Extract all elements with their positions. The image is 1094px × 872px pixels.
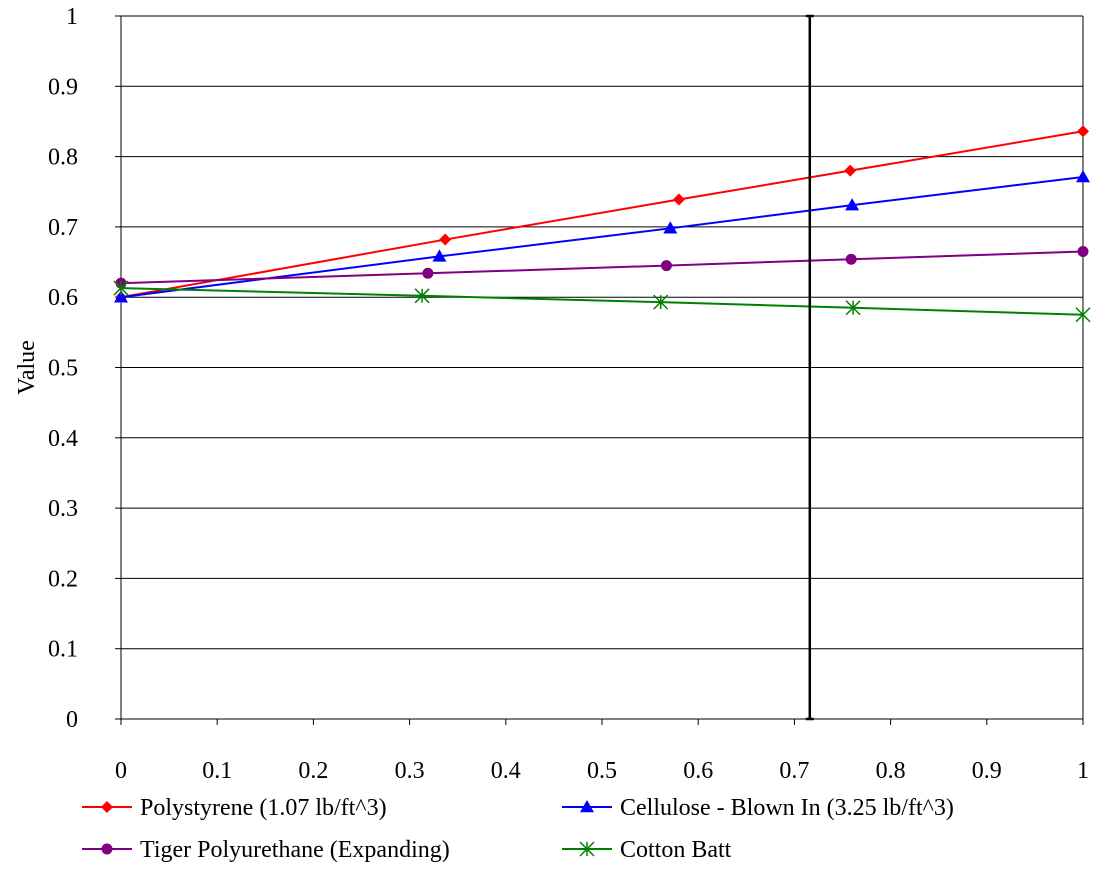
data-point [114, 290, 128, 303]
y-tick-label: 0.2 [48, 566, 78, 592]
legend-label: Tiger Polyurethane (Expanding) [140, 837, 450, 863]
data-point [845, 198, 860, 211]
data-point [1077, 246, 1089, 258]
y-tick-label: 1 [66, 4, 78, 30]
x-tick-label: 1 [1077, 758, 1089, 784]
x-tick-label: 0 [115, 758, 127, 784]
data-point [844, 164, 857, 177]
y-tick-label: 0.4 [48, 426, 78, 452]
series-4 [113, 280, 1091, 323]
y-tick-label: 0.1 [48, 637, 78, 663]
data-point [113, 280, 129, 296]
axes [115, 15, 1084, 725]
data-point [439, 233, 452, 246]
legend-label: Cotton Batt [620, 837, 732, 863]
y-tick-label: 0.3 [48, 496, 78, 522]
legend: Polystyrene (1.07 lb/ft^3) Cellulose - Bl… [82, 795, 954, 863]
x-tick-label: 0.5 [587, 758, 617, 784]
y-tick-label: 0.7 [48, 215, 78, 241]
legend-label: Polystyrene (1.07 lb/ft^3) [140, 795, 387, 821]
data-point [845, 253, 857, 265]
legend-label: Cellulose - Blown In (3.25 lb/ft^3) [620, 795, 954, 821]
y-tick-label: 0.6 [48, 285, 78, 311]
legend-marker [580, 800, 594, 813]
legend-marker [101, 801, 113, 813]
x-tick-label: 0.2 [298, 758, 328, 784]
series-3 [115, 246, 1089, 289]
data-point [1076, 169, 1090, 183]
data-point [414, 288, 430, 304]
data-point [672, 193, 685, 206]
series-2 [114, 169, 1090, 303]
data-point [663, 221, 678, 234]
y-axis-label: Value [14, 340, 40, 395]
legend-item: Polystyrene (1.07 lb/ft^3) [82, 795, 387, 821]
data-point [422, 267, 434, 279]
x-tick-label: 0.9 [972, 758, 1002, 784]
data-point [845, 300, 861, 316]
data-point [432, 249, 447, 262]
data-point [660, 260, 672, 272]
x-tick-label: 0.1 [202, 758, 232, 784]
y-tick-label: 0.8 [48, 145, 78, 171]
series-line [120, 250, 1084, 285]
x-tick-label: 0.7 [779, 758, 809, 784]
legend-item: Cotton Batt [562, 837, 732, 863]
y-tick-label: 0.9 [48, 74, 78, 100]
gridlines [121, 15, 1083, 720]
legend-marker [579, 841, 595, 857]
x-tick-labels: 0 0.1 0.2 0.3 0.4 0.5 0.6 0.7 0.8 0.9 1 [115, 758, 1089, 784]
series [113, 125, 1091, 323]
legend-item: Cellulose - Blown In (3.25 lb/ft^3) [562, 795, 954, 821]
legend-marker [101, 843, 113, 855]
vertical-marker [805, 14, 814, 721]
y-tick-labels: 0 0.1 0.2 0.3 0.4 0.5 0.6 0.7 0.8 0.9 1 [48, 4, 78, 733]
x-tick-label: 0.6 [683, 758, 713, 784]
y-tick-label: 0.5 [48, 356, 78, 382]
series-line [120, 287, 1084, 316]
series-1 [115, 125, 1089, 304]
x-tick-label: 0.3 [395, 758, 425, 784]
data-point [1075, 307, 1091, 323]
data-point [1077, 125, 1089, 138]
x-tick-label: 0.4 [491, 758, 521, 784]
data-point [653, 294, 669, 310]
y-tick-label: 0 [66, 707, 78, 733]
x-tick-label: 0.8 [876, 758, 906, 784]
legend-item: Tiger Polyurethane (Expanding) [82, 837, 450, 863]
